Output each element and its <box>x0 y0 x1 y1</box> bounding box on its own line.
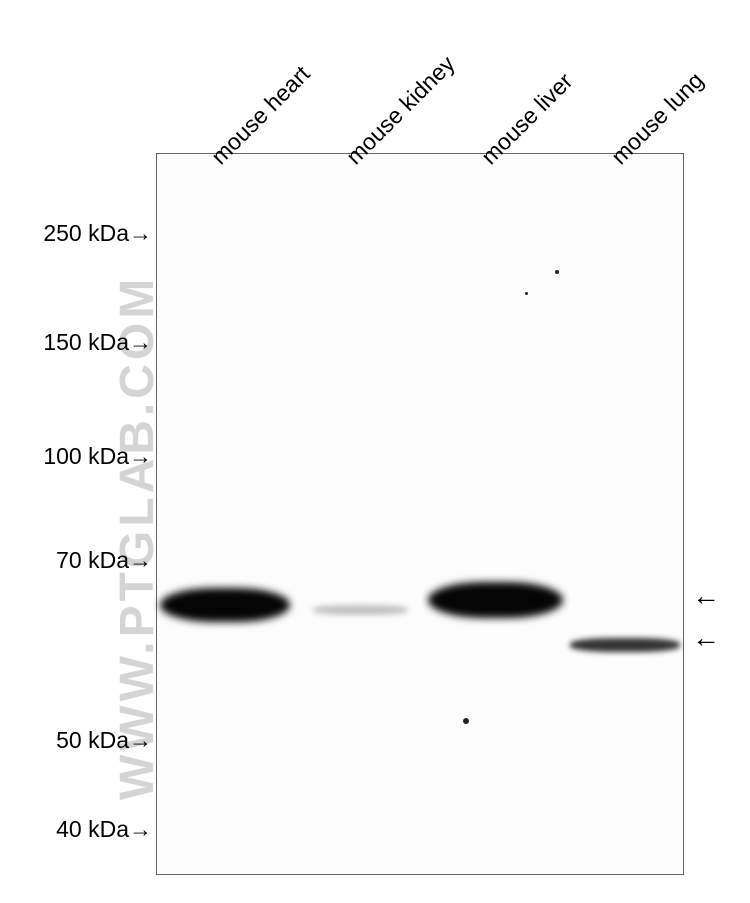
band-arrow-icon: ← <box>692 582 720 610</box>
artifact-speck <box>555 270 559 274</box>
mw-marker: 150 kDa→ <box>43 329 152 356</box>
mw-marker: 50 kDa→ <box>56 727 152 754</box>
blot-band <box>570 638 680 652</box>
mw-marker: 70 kDa→ <box>56 547 152 574</box>
blot-band <box>428 582 563 618</box>
blot-band <box>313 605 408 615</box>
artifact-speck <box>525 292 528 295</box>
band-arrow-icon: ← <box>692 624 720 652</box>
mw-marker: 250 kDa→ <box>43 220 152 247</box>
mw-marker: 40 kDa→ <box>56 816 152 843</box>
blot-band <box>160 588 290 622</box>
blot-container: WWW.PTGLAB.COM mouse heart mouse kidney … <box>0 0 750 903</box>
artifact-speck <box>463 718 469 724</box>
mw-marker: 100 kDa→ <box>43 443 152 470</box>
blot-membrane <box>156 153 684 875</box>
